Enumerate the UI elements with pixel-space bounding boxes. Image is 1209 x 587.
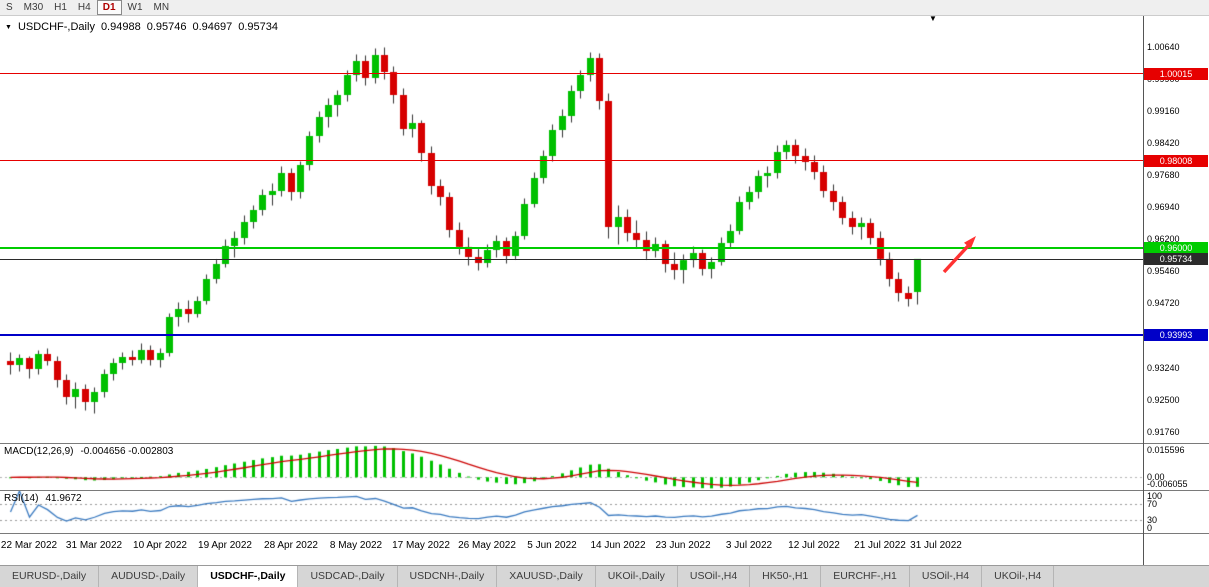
panel-separator[interactable] — [0, 490, 1209, 491]
close-value: 0.95734 — [238, 21, 278, 33]
current-price-line-badge: 0.95734 — [1144, 253, 1208, 265]
rsi-label: RSI(14) 41.9672 — [4, 493, 82, 504]
timeframe-button-m30[interactable]: M30 — [23, 2, 44, 13]
arrow-shaft — [942, 244, 970, 274]
key-level-line[interactable] — [0, 246, 1143, 249]
price-axis-label: 0.99160 — [1147, 105, 1180, 116]
timeframe-button-w1[interactable]: W1 — [127, 2, 143, 13]
price-axis-label: 0.97680 — [1147, 170, 1180, 181]
tab-hk50-h1[interactable]: HK50-,H1 — [750, 566, 822, 587]
date-axis-label: 23 Jun 2022 — [655, 540, 711, 551]
tab-usoil-h4[interactable]: USOil-,H4 — [678, 566, 751, 587]
price-axis-label: 1.00640 — [1147, 41, 1180, 52]
current-price-line[interactable] — [0, 258, 1143, 260]
macd-axis-label: 0.015596 — [1147, 445, 1185, 455]
high-value: 0.95746 — [146, 21, 187, 33]
date-axis-label: 5 Jun 2022 — [527, 540, 577, 551]
tab-xauusd-daily[interactable]: XAUUSD-,Daily — [497, 566, 596, 587]
date-axis-label: 14 Jun 2022 — [590, 540, 646, 551]
rsi-panel[interactable] — [0, 491, 1143, 533]
date-axis-label: 19 Apr 2022 — [198, 540, 252, 551]
date-axis-label: 3 Jul 2022 — [725, 540, 773, 551]
price-axis-label: 0.95460 — [1147, 266, 1180, 277]
date-axis-label: 8 May 2022 — [329, 540, 383, 551]
price-axis-label: 0.96940 — [1147, 202, 1180, 213]
chart-tabs: EURUSD-,Daily AUDUSD-,Daily USDCHF-,Daily U… — [0, 565, 1209, 587]
tab-usoil-h4[interactable]: USOil-,H4 — [910, 566, 983, 587]
date-axis-label: 12 Jul 2022 — [788, 540, 840, 551]
macd-name: MACD(12,26,9) — [4, 446, 74, 457]
arrow-head-icon — [964, 236, 976, 249]
resistance-line-lower-badge: 0.98008 — [1144, 155, 1208, 167]
tab-eurchf-h1[interactable]: EURCHF-,H1 — [821, 566, 910, 587]
symbol-label: USDCHF-,Daily — [17, 21, 95, 33]
timeframe-button-s[interactable]: S — [6, 2, 13, 13]
tab-usdcad-daily[interactable]: USDCAD-,Daily — [298, 566, 398, 587]
date-axis-label: 17 May 2022 — [392, 540, 450, 551]
tab-audusd-daily[interactable]: AUDUSD-,Daily — [99, 566, 199, 587]
macd-values: -0.004656 -0.002803 — [80, 446, 174, 457]
date-axis-label: 22 Mar 2022 — [0, 540, 58, 551]
resistance-line-upper-badge: 1.00015 — [1144, 68, 1208, 80]
support-line-badge: 0.93993 — [1144, 329, 1208, 341]
panel-separator[interactable] — [0, 533, 1209, 534]
chart-dropdown-icon[interactable]: ▼ — [5, 23, 12, 31]
price-axis-separator — [1143, 16, 1144, 565]
price-axis-label: 0.94720 — [1147, 298, 1180, 309]
macd-axis-label: -0.006055 — [1147, 479, 1188, 489]
rsi-axis-label: 0 — [1147, 523, 1153, 533]
timeframe-button-mn[interactable]: MN — [153, 2, 170, 13]
price-axis-label: 0.98420 — [1147, 138, 1180, 149]
tab-usdcnh-daily[interactable]: USDCNH-,Daily — [398, 566, 498, 587]
date-axis-label: 10 Apr 2022 — [133, 540, 187, 551]
tab-usdchf-daily[interactable]: USDCHF-,Daily — [198, 566, 299, 587]
tab-eurusd-daily[interactable]: EURUSD-,Daily — [0, 566, 100, 587]
macd-label: MACD(12,26,9) -0.004656 -0.002803 — [4, 446, 173, 457]
panel-separator[interactable] — [0, 443, 1209, 444]
resistance-line-upper[interactable] — [0, 73, 1143, 75]
rsi-axis-label: 30 — [1147, 515, 1158, 526]
macd-axis-label: 0.00 — [1147, 472, 1165, 483]
price-axis-label: 0.91760 — [1147, 426, 1180, 437]
scroll-to-end-icon[interactable]: ▼ — [929, 14, 937, 23]
open-value: 0.94988 — [100, 21, 141, 33]
tab-ukoil-h4[interactable]: UKOil-,H4 — [982, 566, 1055, 587]
candlestick-chart[interactable] — [0, 16, 1143, 443]
rsi-axis-label: 100 — [1147, 491, 1163, 501]
price-axis-label: 0.96200 — [1147, 234, 1180, 245]
date-axis-label: 26 May 2022 — [458, 540, 516, 551]
rsi-name: RSI(14) — [4, 493, 39, 504]
low-value: 0.94697 — [192, 21, 233, 33]
date-axis-label: 28 Apr 2022 — [264, 540, 318, 551]
timeframe-button-d1[interactable]: D1 — [96, 0, 122, 15]
price-axis-label: 0.93240 — [1147, 362, 1180, 373]
timeframe-button-h1[interactable]: H1 — [54, 2, 67, 13]
key-level-line-badge: 0.96000 — [1144, 242, 1208, 254]
chart-title: ▼ USDCHF-,Daily 0.94988 0.95746 0.94697 … — [5, 21, 278, 33]
rsi-value: 41.9672 — [45, 493, 82, 504]
price-axis-label: 0.92500 — [1147, 394, 1180, 405]
macd-panel[interactable] — [0, 444, 1143, 490]
date-axis-label: 31 Jul 2022 — [910, 540, 962, 551]
rsi-axis-label: 70 — [1147, 498, 1158, 509]
resistance-line-lower[interactable] — [0, 160, 1143, 162]
trend-arrow-annotation[interactable] — [936, 228, 986, 278]
timeframe-button-h4[interactable]: H4 — [77, 2, 91, 13]
date-axis-label: 21 Jul 2022 — [854, 540, 906, 551]
date-axis-label: 31 Mar 2022 — [65, 540, 123, 551]
tab-ukoil-daily[interactable]: UKOil-,Daily — [596, 566, 678, 587]
support-line[interactable] — [0, 333, 1143, 336]
timeframe-toolbar: S M30 H1 H4 D1 W1 MN — [0, 0, 1209, 16]
